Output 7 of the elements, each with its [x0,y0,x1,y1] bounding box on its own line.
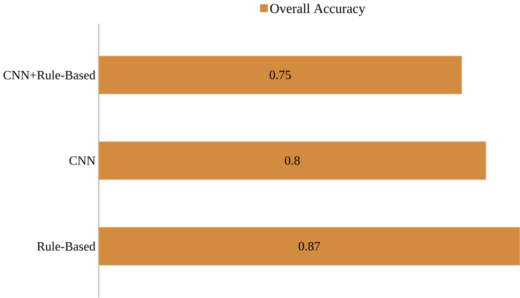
y-tick-label: Rule-Based [37,242,96,251]
data-label: 0.8 [284,156,300,165]
y-tick-label: CNN [69,156,96,165]
legend-label: Overall Accuracy [270,4,366,16]
data-label: 0.87 [298,242,320,250]
y-tick-label: CNN+Rule-Based [4,70,96,80]
data-label: 0.75 [270,70,291,80]
